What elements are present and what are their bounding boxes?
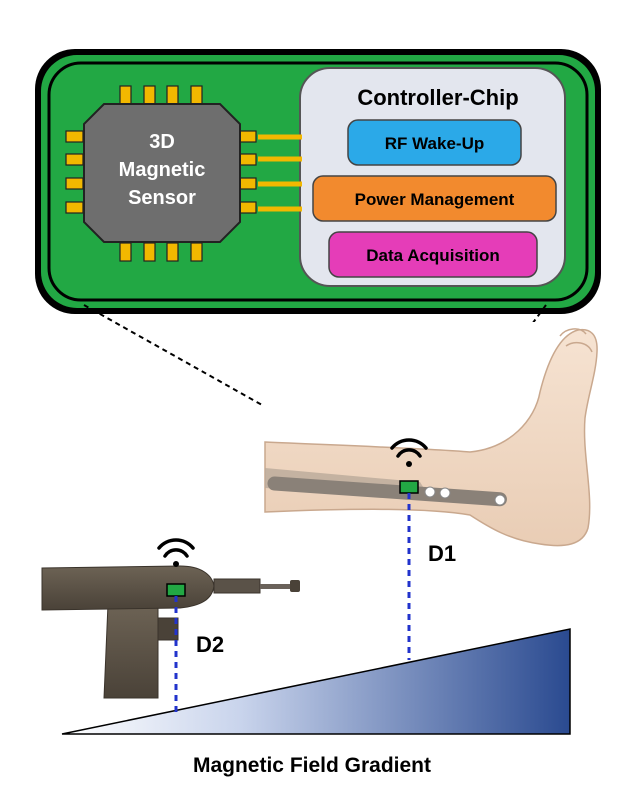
drill-chuck <box>213 578 261 594</box>
implant-screw-3 <box>494 494 506 506</box>
rf-wakeup-block <box>347 119 522 166</box>
sensor-label-line3: Sensor <box>128 187 196 209</box>
foot-toes <box>559 328 593 353</box>
drill-tip <box>290 580 300 592</box>
controller-chip-panel: Controller-Chip RF Wake-Up Power Managem… <box>299 67 566 287</box>
sensor-traces <box>258 134 302 212</box>
leg-sensor-chip <box>399 480 419 494</box>
drill-sensor-chip <box>166 583 186 597</box>
wifi-icon <box>390 438 428 467</box>
surgical-drill-illustration <box>41 565 300 699</box>
board-inner-border <box>47 61 589 302</box>
drill-trigger <box>157 617 179 641</box>
leg-implant-illustration <box>262 322 600 549</box>
data-acquisition-label: Data Acquisition <box>366 246 500 265</box>
d1-label: D1 <box>428 541 456 566</box>
data-acquisition-block <box>328 231 538 278</box>
drill-body <box>41 565 215 611</box>
sensor-label-line1: 3D <box>149 131 175 153</box>
circuit-board: Controller-Chip RF Wake-Up Power Managem… <box>35 49 601 314</box>
controller-chip-title: Controller-Chip <box>357 85 518 110</box>
implant-screw-2 <box>439 487 451 499</box>
gradient-label: Magnetic Field Gradient <box>193 754 431 777</box>
drill-handle <box>103 603 159 699</box>
rf-wakeup-label: RF Wake-Up <box>385 134 485 153</box>
implant-nail <box>267 476 507 507</box>
sensor-label-line2: Magnetic <box>119 159 206 181</box>
power-management-block <box>312 175 557 222</box>
d2-label: D2 <box>196 632 224 657</box>
magnetic-field-gradient-wedge <box>61 628 571 735</box>
power-management-label: Power Management <box>355 190 515 209</box>
sensor-chip-body <box>83 103 241 243</box>
wifi-icon <box>157 538 195 567</box>
drill-bit <box>260 584 290 589</box>
implant-screw-1 <box>424 486 436 498</box>
magnetic-sensor-chip: 3D Magnetic Sensor <box>65 85 257 262</box>
